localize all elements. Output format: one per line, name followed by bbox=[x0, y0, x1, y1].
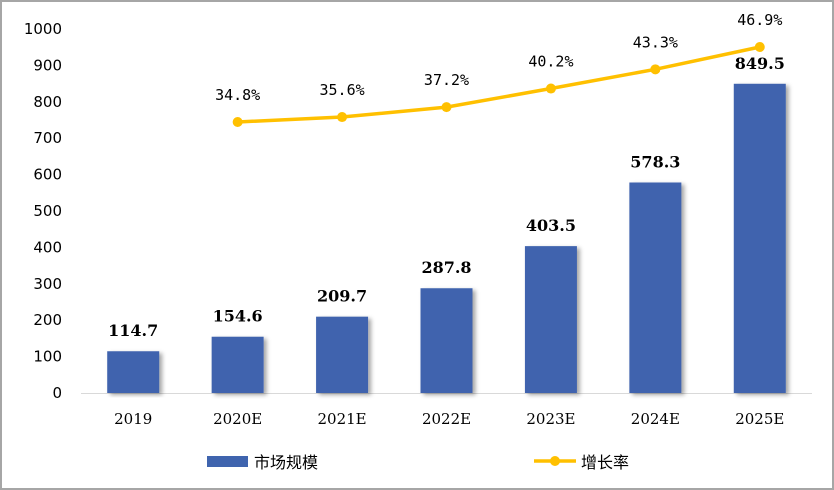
line-data-label: 37.2% bbox=[424, 71, 469, 89]
line-point bbox=[441, 102, 452, 113]
bar bbox=[211, 336, 264, 393]
x-tick-label: 2019 bbox=[114, 410, 152, 428]
bar bbox=[107, 351, 160, 393]
growth-line bbox=[237, 45, 761, 124]
bar bbox=[733, 83, 786, 394]
line-data-label: 35.6% bbox=[319, 81, 364, 99]
y-tick-label: 600 bbox=[33, 166, 62, 184]
x-tick-label: 2023E bbox=[526, 410, 575, 428]
line-data-label: 43.3% bbox=[633, 33, 678, 51]
y-tick-label: 100 bbox=[33, 348, 62, 366]
x-tick-label: 2020E bbox=[213, 410, 262, 428]
y-tick-label: 400 bbox=[33, 238, 62, 256]
x-tick-label: 2025E bbox=[735, 410, 784, 428]
line-data-label: 46.9% bbox=[737, 11, 782, 29]
y-tick-label: 200 bbox=[33, 311, 62, 329]
bar bbox=[524, 246, 577, 393]
line-point bbox=[650, 64, 661, 75]
line-point bbox=[545, 83, 556, 94]
line-point bbox=[232, 117, 243, 127]
y-tick-label: 900 bbox=[33, 56, 62, 74]
y-tick-label: 0 bbox=[52, 384, 62, 402]
bar-data-label: 114.7 bbox=[108, 321, 158, 340]
line-data-label: 40.2% bbox=[528, 53, 573, 71]
bar-data-label: 209.7 bbox=[317, 287, 367, 306]
y-tick-label: 800 bbox=[33, 93, 62, 111]
bar-data-label: 287.8 bbox=[421, 258, 471, 277]
bar bbox=[420, 288, 473, 393]
bar-data-label: 849.5 bbox=[735, 54, 785, 73]
y-tick-label: 1000 bbox=[24, 20, 62, 38]
x-tick-label: 2024E bbox=[631, 410, 680, 428]
legend-swatch-marker bbox=[550, 456, 560, 466]
x-tick-label: 2022E bbox=[422, 410, 471, 428]
x-tick-label: 2021E bbox=[318, 410, 367, 428]
legend-label: 增长率 bbox=[581, 453, 629, 472]
y-tick-label: 300 bbox=[33, 275, 62, 293]
legend-label: 市场规模 bbox=[254, 453, 318, 472]
bar-data-label: 403.5 bbox=[526, 216, 576, 235]
line-point bbox=[754, 42, 765, 52]
bar-data-label: 154.6 bbox=[213, 307, 263, 326]
bar bbox=[316, 316, 369, 393]
bar-data-label: 578.3 bbox=[630, 152, 680, 171]
bar bbox=[629, 182, 682, 393]
line-point bbox=[337, 112, 348, 123]
y-tick-label: 500 bbox=[33, 202, 62, 220]
y-tick-label: 700 bbox=[33, 129, 62, 147]
legend-swatch-bar bbox=[207, 456, 248, 467]
line-data-label: 34.8% bbox=[215, 86, 260, 104]
